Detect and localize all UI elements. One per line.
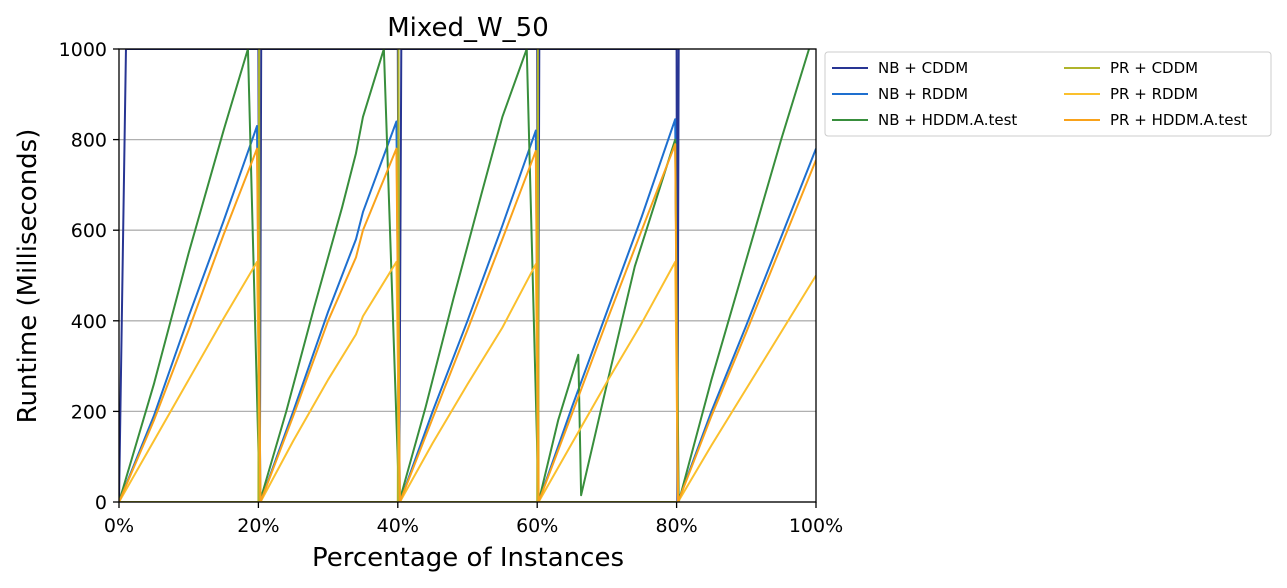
series-line-2 (119, 49, 810, 502)
legend-label-4: PR + RDDM (1110, 85, 1198, 103)
legend-label-2: NB + HDDM.A.test (878, 111, 1017, 129)
grid-lines (119, 48, 816, 503)
series-line-3 (119, 49, 678, 502)
y-tick-label-0: 0 (95, 492, 107, 514)
x-axis-label: Percentage of Instances (312, 543, 624, 573)
x-tick-label-0: 0% (104, 515, 134, 537)
x-tick-label-5: 100% (789, 515, 843, 537)
series-layer (119, 49, 816, 502)
legend-label-1: NB + RDDM (878, 85, 968, 103)
series-line-5 (119, 143, 816, 502)
y-axis-label: Runtime (Milliseconds) (13, 129, 43, 424)
y-tick-label-3: 600 (71, 220, 107, 242)
x-tick-label-1: 20% (237, 515, 279, 537)
axis-ticks: 0% 20% 40% 60% 80% 100% 0 200 400 600 800 1000 (59, 39, 844, 537)
y-tick-label-2: 400 (71, 311, 107, 333)
y-tick-label-1: 200 (71, 401, 107, 423)
legend-box (824, 51, 1272, 137)
x-tick-label-2: 40% (377, 515, 419, 537)
legend: NB + CDDM NB + RDDM NB + HDDM.A.test PR + C… (824, 51, 1272, 137)
plot-frame (118, 48, 817, 503)
x-tick-label-4: 80% (655, 515, 697, 537)
y-tick-label-5: 1000 (59, 39, 107, 61)
legend-items: NB + CDDM NB + RDDM NB + HDDM.A.test PR + C… (832, 59, 1247, 129)
legend-label-0: NB + CDDM (878, 59, 968, 77)
chart-title: Mixed_W_50 (387, 13, 549, 43)
legend-label-3: PR + CDDM (1110, 59, 1198, 77)
x-tick-label-3: 60% (516, 515, 558, 537)
legend-label-5: PR + HDDM.A.test (1110, 111, 1247, 129)
y-tick-label-4: 800 (71, 130, 107, 152)
